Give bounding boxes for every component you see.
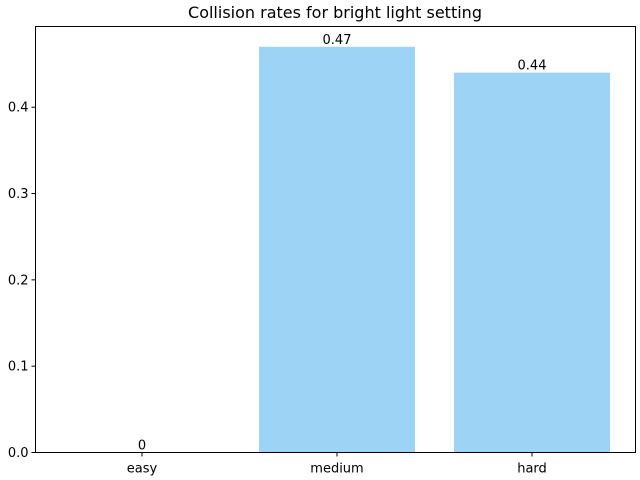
bar-medium [259, 46, 415, 453]
bar-value-label: 0.44 [518, 59, 547, 74]
y-tick-label: 0.2 [8, 273, 29, 288]
y-tick-label: 0.4 [8, 101, 29, 116]
x-tick-label: hard [517, 462, 547, 477]
y-tick-label: 0.1 [8, 360, 29, 375]
bar-value-label: 0 [138, 439, 146, 454]
plot-frame [35, 26, 636, 453]
y-tick-label: 0.0 [8, 446, 29, 461]
x-tick-label: easy [127, 462, 158, 477]
chart-title: Collision rates for bright light setting [188, 3, 482, 22]
bar-value-label: 0.47 [323, 33, 352, 48]
x-tick-label: medium [310, 462, 363, 477]
bar-hard [454, 72, 610, 453]
y-tick-label: 0.3 [8, 187, 29, 202]
